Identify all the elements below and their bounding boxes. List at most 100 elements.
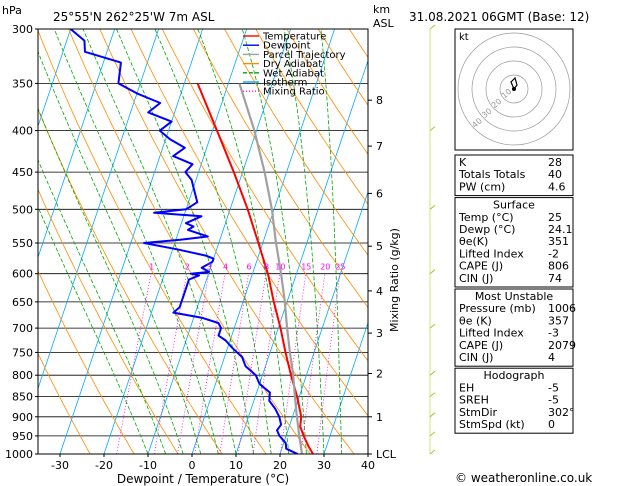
wind-barb [429,269,436,275]
mixing-ratio-line [316,273,341,454]
legend-label: Parcel Trajectory [263,50,346,61]
surface-indices-row-value: 74 [548,272,562,285]
dry-adiabat-line [38,108,223,454]
mixing-ratio-label: 3 [207,263,212,272]
surface-indices-row-value: -2 [548,247,559,260]
surface-indices-row-label: CIN (J) [459,272,493,285]
mixing-ratio-line [177,273,210,454]
mixing-ratio-label: 8 [264,263,269,272]
general-indices-row-value: 28 [548,156,562,169]
mixing-ratio-label: 4 [223,263,228,272]
legend-label: Temperature [262,32,326,43]
pressure-tick-label: 650 [12,296,33,309]
mixing-ratio-label: 10 [275,263,285,272]
dry-adiabat-line [568,29,629,454]
plot-frame [37,28,369,455]
hodograph-indices-frame [454,367,574,434]
height-tick-label: 2 [376,368,383,381]
height-tick-label: LCL [376,448,397,461]
surface-indices-row-value: 24.1 [548,223,573,236]
hpa-unit-label: hPa [2,4,22,17]
height-tick-label: 6 [376,187,383,200]
most-unstable-indices-row-label: CAPE (J) [459,339,503,352]
temperature-tick-label: 10 [229,459,243,472]
most-unstable-indices-row-value: -3 [548,327,559,340]
mixing-ratio-label: 15 [301,263,311,272]
mixing-ratio-line [300,273,326,454]
surface-indices-row-value: 806 [548,260,569,273]
general-indices-frame [454,154,574,197]
legend-label: Isotherm [263,78,307,89]
diagram-background-lines [38,29,629,454]
most-unstable-indices-row-value: 4 [548,351,555,364]
most-unstable-indices-row-value: 2079 [548,339,576,352]
surface-indices-row-label: θe(K) [459,235,488,248]
wet-adiabat-line [241,29,307,454]
general-indices-row-value: 4.6 [548,180,566,193]
hodograph-kt-label: kt [459,32,469,43]
legend-label: Dewpoint [263,41,311,52]
mixing-ratio-label: 20 [320,263,330,272]
hodograph-indices-title: Hodograph [484,369,545,382]
pressure-tick-label: 550 [12,237,33,250]
wind-barb [429,370,436,376]
legend-label: Wet Adiabat [263,68,324,79]
wet-adiabat-line [38,50,202,454]
mixing-ratio-axis-title: Mixing Ratio (g/kg) [388,228,401,332]
surface-indices-row-label: Temp (°C) [458,211,514,224]
wet-adiabat-line [82,29,237,454]
wind-barb [429,323,436,329]
pressure-tick-label: 500 [12,203,33,216]
copyright-footer: © weatheronline.co.uk [455,471,592,485]
general-indices-row-label: PW (cm) [459,180,505,193]
pressure-tick-label: 400 [12,125,33,138]
isotherm-line [323,321,368,454]
height-tick-label: 4 [376,285,383,298]
hodograph-indices-row-value: -5 [548,381,559,394]
hodograph-ring [485,60,543,118]
sounding-datetime: 31.08.2021 06GMT (Base: 12) [409,10,589,24]
pressure-tick-label: 350 [12,77,33,90]
height-tick-label: 5 [376,240,383,253]
dry-adiabat-line [224,29,368,256]
wind-barb [429,431,436,437]
station-location: 25°55'N 262°25'W 7m ASL [53,10,215,24]
surface-indices-row-label: Lifted Index [459,247,524,260]
pressure-tick-label: 900 [12,411,33,424]
most-unstable-indices-title: Most Unstable [475,290,554,303]
dry-adiabat-line [161,29,368,362]
hodograph-ring [471,46,557,132]
surface-indices-frame [454,197,574,288]
hodograph-ring [457,32,571,146]
temperature-tick-label: -30 [51,459,69,472]
pressure-tick-label: 750 [12,346,33,359]
hodograph-indices-row-label: StmSpd (kt) [459,418,525,431]
height-tick-label: 3 [376,327,383,340]
mixing-ratio-line [153,273,188,454]
wind-barb [429,392,436,397]
x-axis-title: Dewpoint / Temperature (°C) [117,472,289,486]
dry-adiabat-line [99,29,355,454]
dry-adiabat-line [286,29,368,155]
hodograph-ring [499,74,529,104]
series-dewpoint-line [69,29,299,454]
mixing-ratio-line [219,273,249,454]
temperature-tick-label: 0 [189,459,196,472]
surface-indices-row-label: Dewp (°C) [459,223,515,236]
series-temperature-line [196,83,314,454]
wet-adiabat-line [38,158,166,454]
wind-barb [429,126,436,131]
most-unstable-indices-row-value: 357 [548,314,569,327]
wet-adiabat-line [116,29,254,454]
pressure-tick-label: 600 [12,268,33,281]
temperature-tick-label: 20 [273,459,287,472]
surface-indices-row-value: 25 [548,211,562,224]
legend-label: Dry Adiabat [263,59,322,70]
legend-label: Mixing Ratio [263,87,325,98]
wet-adiabat-line [38,107,184,454]
dry-adiabat-line [255,29,368,205]
wet-adiabat-line [320,29,342,454]
asl-unit-label: ASL [373,17,395,30]
